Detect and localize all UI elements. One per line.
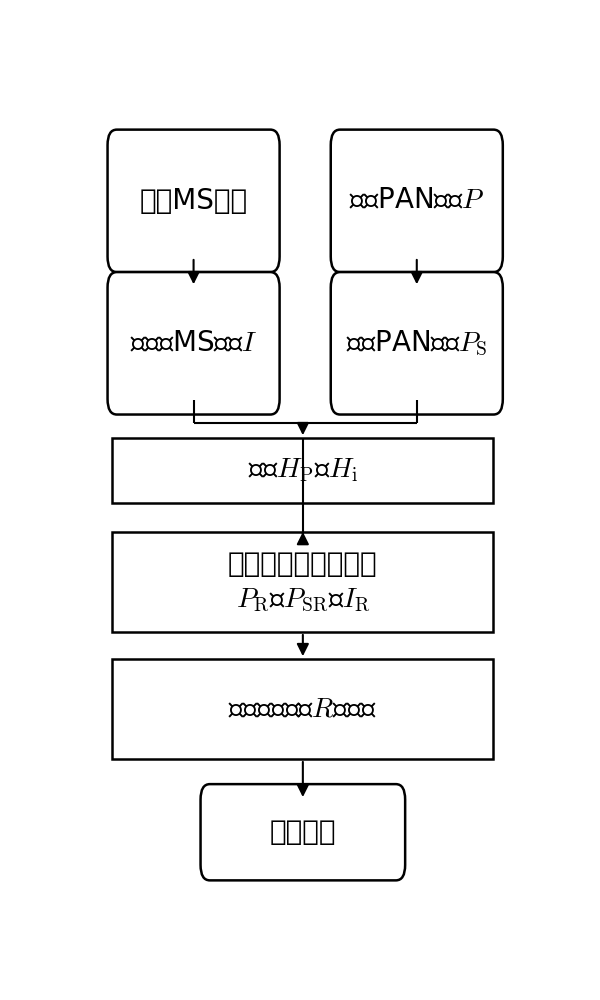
Text: 计算比值图像$R$并融合: 计算比值图像$R$并融合 <box>228 695 377 723</box>
FancyBboxPatch shape <box>331 130 503 272</box>
FancyBboxPatch shape <box>107 130 280 272</box>
Text: 去掉雾气，得到图像: 去掉雾气，得到图像 <box>228 550 377 578</box>
FancyBboxPatch shape <box>107 272 280 415</box>
Text: 计算$H_{\mathrm{P}}$和$H_{\mathrm{i}}$: 计算$H_{\mathrm{P}}$和$H_{\mathrm{i}}$ <box>248 456 358 484</box>
Text: 合成PAN图像$P_{\mathrm{S}}$: 合成PAN图像$P_{\mathrm{S}}$ <box>346 329 488 358</box>
Text: 原始MS图像: 原始MS图像 <box>140 187 248 215</box>
FancyBboxPatch shape <box>112 659 493 759</box>
Text: $P_{\mathrm{R}}$、$P_{\mathrm{SR}}$、$I_{\mathrm{R}}$: $P_{\mathrm{R}}$、$P_{\mathrm{SR}}$、$I_{\… <box>236 586 370 614</box>
Text: 融合图像: 融合图像 <box>269 818 336 846</box>
FancyBboxPatch shape <box>112 438 493 503</box>
Text: 上采样MS图像$I$: 上采样MS图像$I$ <box>130 329 257 357</box>
FancyBboxPatch shape <box>331 272 503 415</box>
FancyBboxPatch shape <box>112 532 493 632</box>
FancyBboxPatch shape <box>200 784 405 880</box>
Text: 原始PAN图像$P$: 原始PAN图像$P$ <box>349 187 484 215</box>
